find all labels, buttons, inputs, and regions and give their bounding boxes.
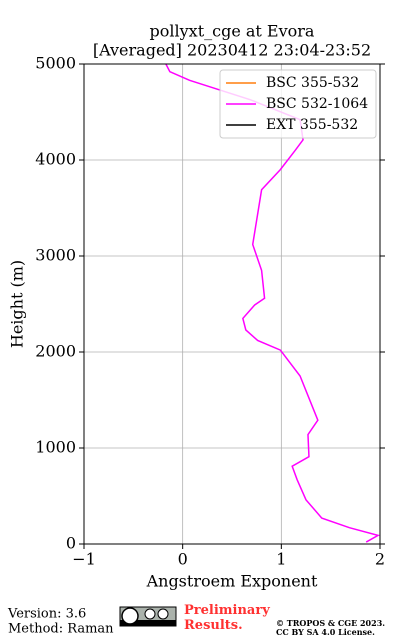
y-tick-label: 5000 [35,54,76,73]
y-axis-label: Height (m) [8,260,27,348]
license: CC BY SA 4.0 License. [276,627,375,637]
version: Version: 3.6 [7,607,86,622]
legend-label: BSC 355-532 [266,75,359,91]
legend-box [219,69,377,139]
legend: BSC 355-532 BSC 532-1064 EXT 355-532 [219,69,377,139]
x-tick-label: 0 [178,550,188,569]
legend-label: BSC 532-1064 [266,96,368,112]
cc-logo [119,606,177,627]
x-tick-label: −1 [72,550,96,569]
copyright: © TROPOS & CGE 2023. [276,618,385,628]
y-tick-label: 0 [66,534,76,553]
x-tick-label: 2 [375,550,385,569]
y-tick-label: 1000 [35,438,76,457]
legend-label: EXT 355-532 [266,117,358,133]
preliminary-text: Results. [184,618,243,633]
chart-title: pollyxt_cge at Evora [150,22,315,41]
y-tick-label: 4000 [35,150,76,169]
plot-frame [83,63,381,545]
method: Method: Raman [8,622,114,637]
preliminary-text: Preliminary [184,603,270,618]
y-tick-label: 2000 [35,342,76,361]
preliminary-note: Preliminary Results. [184,603,274,633]
x-axis-label: Angstroem Exponent [146,572,318,591]
x-tick-label: 1 [276,550,286,569]
y-tick-label: 3000 [35,246,76,265]
chart-subtitle: [Averaged] 20230412 23:04-23:52 [93,41,371,60]
